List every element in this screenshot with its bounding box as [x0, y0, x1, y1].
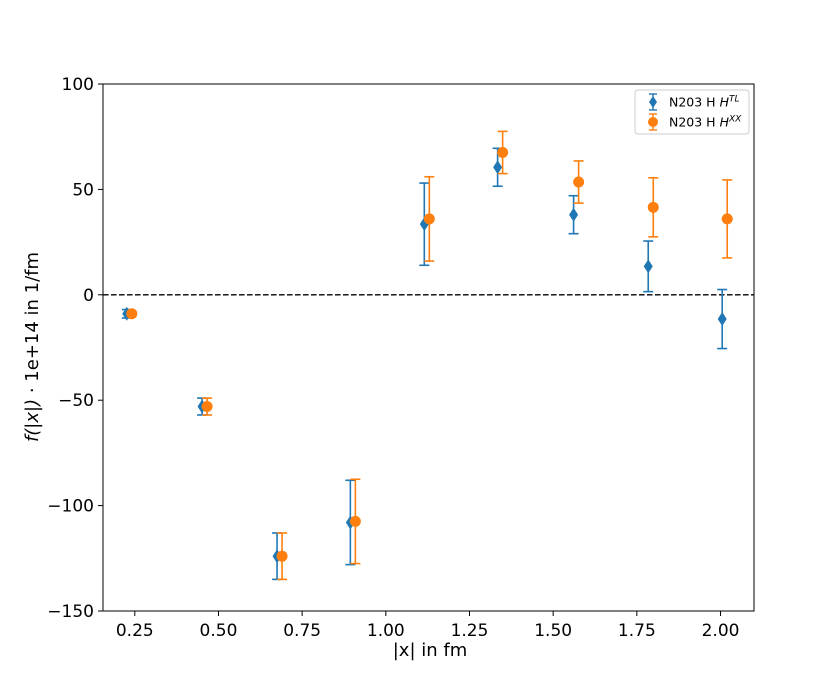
data-point: [349, 478, 361, 565]
legend-diamond-marker: [649, 96, 657, 108]
x-axis: 0.25 0.50 0.75 1.00 1.25 1.50 1.75 2.00: [116, 611, 740, 641]
circle-marker: [276, 550, 288, 562]
circle-marker: [349, 515, 361, 527]
data-point: [717, 288, 728, 350]
x-tick-label: 1.50: [534, 621, 572, 641]
y-tick-label: −150: [47, 602, 94, 622]
series-1: [121, 147, 728, 581]
x-tick-label: 0.75: [283, 621, 321, 641]
circle-marker: [721, 213, 733, 225]
legend-label: N203 H HTL: [669, 95, 739, 110]
diamond-marker: [643, 259, 653, 274]
data-point: [647, 177, 659, 238]
diamond-marker: [717, 312, 727, 327]
y-tick-label: 50: [72, 180, 94, 200]
y-axis-label-main: f(|x|): [22, 399, 43, 442]
y-axis: −150 −100 −50 0 50 100: [47, 75, 103, 622]
x-tick-label: 1.00: [367, 621, 405, 641]
diamond-marker: [569, 207, 579, 222]
plot-area: [102, 83, 755, 612]
data-point: [201, 397, 213, 416]
y-axis-label: f(|x|) · 1e+14 in 1/fm: [22, 252, 43, 442]
y-tick-label: 100: [62, 75, 94, 95]
data-point: [497, 130, 509, 175]
data-point: [423, 175, 435, 262]
circle-marker: [423, 213, 435, 225]
x-tick-label: 1.75: [618, 621, 656, 641]
series-2: [126, 130, 733, 581]
circle-marker: [497, 147, 509, 159]
x-tick-label: 1.25: [451, 621, 489, 641]
circle-marker: [647, 201, 659, 213]
circle-marker: [201, 401, 213, 413]
data-point: [568, 194, 579, 235]
plot-frame: [102, 83, 755, 612]
data-point: [126, 308, 138, 320]
data-point: [276, 532, 288, 581]
legend-circle-marker: [648, 117, 658, 127]
data-point: [573, 160, 585, 204]
data-point: [643, 240, 654, 293]
x-tick-label: 2.00: [702, 621, 740, 641]
data-point: [721, 179, 733, 259]
x-tick-label: 0.50: [200, 621, 238, 641]
y-axis-label-rest: · 1e+14 in 1/fm: [22, 252, 43, 399]
y-tick-label: −50: [58, 391, 94, 411]
x-tick-label: 0.25: [116, 621, 154, 641]
legend-box: [634, 89, 750, 135]
circle-marker: [573, 176, 585, 188]
circle-marker: [126, 308, 138, 320]
legend: N203 H HTL N203 H HXX: [634, 89, 750, 135]
y-tick-label: −100: [47, 497, 94, 517]
diamond-marker: [493, 160, 503, 175]
x-axis-label: |x| in fm: [393, 640, 468, 661]
legend-label: N203 H HXX: [669, 115, 742, 130]
legend-item-1: N203 H HTL: [649, 93, 739, 111]
y-tick-label: 0: [83, 286, 94, 306]
legend-item-2: N203 H HXX: [648, 113, 742, 131]
